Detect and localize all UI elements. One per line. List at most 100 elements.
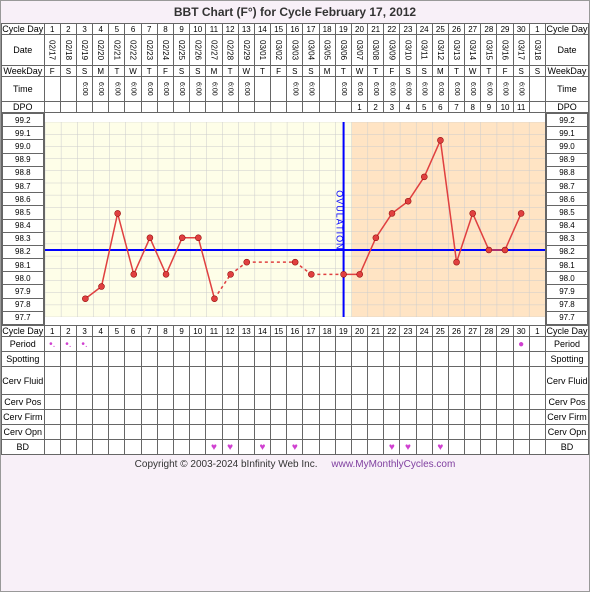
temp-axis-label: 99.2 (3, 114, 44, 127)
spotting-row-label-right: Spotting (545, 352, 588, 367)
spotting-row-cell (513, 352, 529, 367)
dpo-row-cell: 9 (481, 102, 497, 113)
dpo-label-left: DPO (2, 102, 45, 113)
cervopn-row-label-right: Cerv Opn (545, 425, 588, 440)
bd-row-cell (513, 440, 529, 455)
cervpos-row-cell (190, 395, 206, 410)
cycleday-bottom-cell: 15 (271, 326, 287, 337)
weekday-row-cell: S (529, 66, 545, 77)
temp-axis-label: 98.0 (546, 272, 587, 285)
spotting-row-cell (416, 352, 432, 367)
time-row-cell: 6:00 (141, 77, 157, 102)
chart-title: BBT Chart (F°) for Cycle February 17, 20… (1, 1, 589, 23)
cycle-day-cell: 13 (238, 24, 254, 35)
date-row-cell: 03/05 (319, 35, 335, 66)
website-link[interactable]: www.MyMonthlyCycles.com (331, 459, 455, 470)
bd-row-cell: ♥ (206, 440, 222, 455)
cervpos-row-cell (448, 395, 464, 410)
cervfirm-row-cell (335, 410, 351, 425)
cycleday-bottom-cell: 14 (254, 326, 270, 337)
cervfluid-row-cell (44, 367, 60, 395)
weekday-row-cell: W (465, 66, 481, 77)
cervpos-row-cell (465, 395, 481, 410)
dpo-row-cell: 5 (416, 102, 432, 113)
cervfirm-row-cell (368, 410, 384, 425)
date-row-cell: 03/13 (448, 35, 464, 66)
cervopn-row-cell (60, 425, 76, 440)
time-row-cell: 6:00 (76, 77, 92, 102)
date-row-cell: 03/12 (432, 35, 448, 66)
cervfluid-row-cell (157, 367, 173, 395)
bd-row-cell (93, 440, 109, 455)
cervpos-row: Cerv Pos Cerv Pos (2, 395, 589, 410)
date-row-cell: 02/18 (60, 35, 76, 66)
bd-row-cell (109, 440, 125, 455)
cervfirm-row: Cerv Firm Cerv Firm (2, 410, 589, 425)
date-row-cell: 02/27 (206, 35, 222, 66)
dpo-row-cell: 1 (351, 102, 367, 113)
time-row-cell: 6:00 (174, 77, 190, 102)
date-row-cell: 03/16 (497, 35, 513, 66)
cycle-day-cell: 14 (254, 24, 270, 35)
cervfirm-row-cell (238, 410, 254, 425)
cycle-day-cell: 8 (157, 24, 173, 35)
period-row-cell: •. (60, 337, 76, 352)
cycle-day-cell: 29 (497, 24, 513, 35)
cervopn-row-cell (384, 425, 400, 440)
weekday-row-cell: W (125, 66, 141, 77)
time-row-cell: 6:00 (481, 77, 497, 102)
cycle-day-cell: 3 (76, 24, 92, 35)
weekday-row-cell: S (303, 66, 319, 77)
cervfirm-row-cell (319, 410, 335, 425)
cervopn-row-cell (497, 425, 513, 440)
period-row-cell (157, 337, 173, 352)
cycle-day-cell: 15 (271, 24, 287, 35)
weekday-row-cell: F (497, 66, 513, 77)
weekday-label-left: WeekDay (2, 66, 45, 77)
weekday-row-cell: M (93, 66, 109, 77)
cycle-day-row-bottom: Cycle Day 123456789101112131415161718192… (2, 326, 589, 337)
temp-axis-label: 98.7 (546, 179, 587, 192)
cervfluid-row-cell (303, 367, 319, 395)
cervopn-row-cell (141, 425, 157, 440)
dpo-row-label-right: DPO (545, 102, 588, 113)
period-row-cell (125, 337, 141, 352)
cervopn-row-cell (400, 425, 416, 440)
date-row-cell: 03/17 (513, 35, 529, 66)
cycle-day-cell: 21 (368, 24, 384, 35)
temp-axis-label: 98.4 (546, 219, 587, 232)
weekday-row-cell: T (335, 66, 351, 77)
time-row-cell: 6:00 (465, 77, 481, 102)
bd-row-cell (335, 440, 351, 455)
cervpos-row-cell (529, 395, 545, 410)
date-row-cell: 03/04 (303, 35, 319, 66)
date-row-cell: 02/23 (141, 35, 157, 66)
time-row-cell: 6:00 (206, 77, 222, 102)
date-label-left: Date (2, 35, 45, 66)
weekday-row-cell: T (141, 66, 157, 77)
spotting-row-cell (93, 352, 109, 367)
cervfirm-row-cell (287, 410, 303, 425)
cervpos-row-cell (335, 395, 351, 410)
dpo-row-cell (271, 102, 287, 113)
cycle-day-cell: 18 (319, 24, 335, 35)
period-row-cell (335, 337, 351, 352)
cervopn-row-cell (44, 425, 60, 440)
dpo-row-cell (60, 102, 76, 113)
cycle-day-label-right: Cycle Day (545, 24, 588, 35)
date-row-cell: 02/25 (174, 35, 190, 66)
time-row-cell: 6:00 (335, 77, 351, 102)
cycle-day-cell: 26 (448, 24, 464, 35)
time-row-cell: 6:00 (368, 77, 384, 102)
cervopn-row-cell (287, 425, 303, 440)
bd-row-cell (44, 440, 60, 455)
cervfluid-row-cell (238, 367, 254, 395)
period-row-cell (174, 337, 190, 352)
cervfirm-row-cell (109, 410, 125, 425)
period-row-cell (222, 337, 238, 352)
cervfluid-row-label-right: Cerv Fluid (545, 367, 588, 395)
cervopn-row: Cerv Opn Cerv Opn (2, 425, 589, 440)
cycleday-bottom-cell: 10 (190, 326, 206, 337)
temp-axis-label: 98.4 (3, 219, 44, 232)
cervopn-row-cell (368, 425, 384, 440)
